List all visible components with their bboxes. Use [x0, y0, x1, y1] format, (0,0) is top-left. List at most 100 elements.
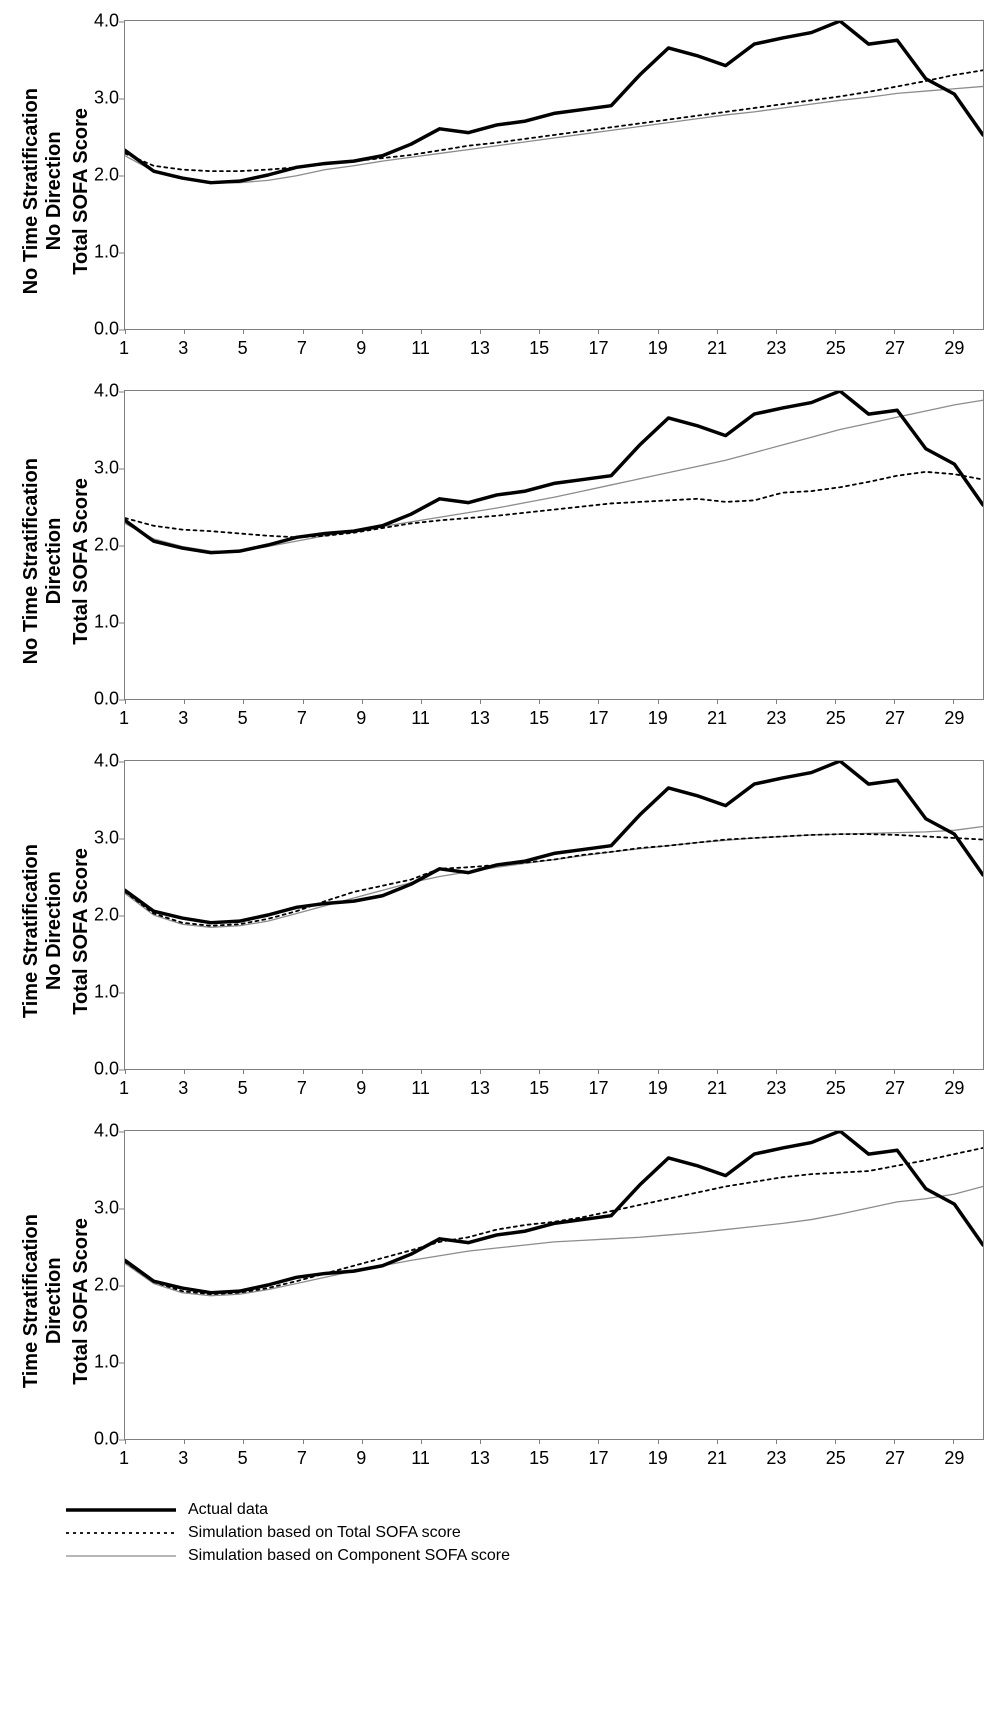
series-actual — [125, 761, 983, 923]
y-axis: 0.01.02.03.04.0 — [69, 391, 119, 699]
legend-swatch — [66, 1546, 176, 1566]
x-axis: 1357911131517192123252729 — [124, 700, 984, 732]
y-axis: 0.01.02.03.04.0 — [69, 21, 119, 329]
x-tick-label: 25 — [822, 708, 850, 729]
x-tick-label: 11 — [407, 1448, 435, 1469]
y-tick: 4.0 — [69, 751, 119, 772]
x-tick-label: 25 — [822, 1078, 850, 1099]
x-tick-label: 21 — [703, 1078, 731, 1099]
y-tick: 0.0 — [69, 319, 119, 340]
x-tick-label: 29 — [940, 708, 968, 729]
chart-area: 0.01.02.03.04.01357911131517192123252729 — [110, 390, 984, 732]
x-tick-label: 7 — [288, 1078, 316, 1099]
series-actual — [125, 391, 983, 553]
x-tick-label: 11 — [407, 338, 435, 359]
x-tick-label: 29 — [940, 338, 968, 359]
series-actual — [125, 21, 983, 183]
y-tick: 2.0 — [69, 905, 119, 926]
panel-condition-label: No Time StratificationNo Direction — [20, 88, 66, 294]
x-tick-label: 21 — [703, 708, 731, 729]
y-tick: 0.0 — [69, 689, 119, 710]
plot-region: 0.01.02.03.04.0 — [124, 1130, 984, 1440]
x-tick-label: 23 — [762, 1448, 790, 1469]
y-tick: 3.0 — [69, 1198, 119, 1219]
y-tick: 2.0 — [69, 535, 119, 556]
x-tick-label: 19 — [644, 708, 672, 729]
x-tick-label: 15 — [525, 1078, 553, 1099]
y-tick: 0.0 — [69, 1059, 119, 1080]
x-tick-label: 13 — [466, 1448, 494, 1469]
legend-swatch — [66, 1523, 176, 1543]
x-tick-label: 9 — [347, 1448, 375, 1469]
legend-label: Simulation based on Total SOFA score — [188, 1524, 461, 1542]
y-tick: 3.0 — [69, 88, 119, 109]
y-axis: 0.01.02.03.04.0 — [69, 761, 119, 1069]
x-tick-label: 15 — [525, 1448, 553, 1469]
y-tick: 2.0 — [69, 165, 119, 186]
x-axis: 1357911131517192123252729 — [124, 1070, 984, 1102]
x-tick-label: 13 — [466, 1078, 494, 1099]
plot-region: 0.01.02.03.04.0 — [124, 20, 984, 330]
y-tick: 1.0 — [69, 612, 119, 633]
chart-area: 0.01.02.03.04.01357911131517192123252729 — [110, 760, 984, 1102]
y-axis: 0.01.02.03.04.0 — [69, 1131, 119, 1439]
plot-region: 0.01.02.03.04.0 — [124, 760, 984, 1070]
series-component — [125, 1186, 983, 1295]
x-axis: 1357911131517192123252729 — [124, 330, 984, 362]
x-tick-label: 1 — [110, 708, 138, 729]
series-total — [125, 70, 983, 171]
series-svg — [125, 391, 983, 699]
x-tick-label: 17 — [584, 338, 612, 359]
x-tick-label: 19 — [644, 1078, 672, 1099]
y-tick: 3.0 — [69, 458, 119, 479]
y-tick: 0.0 — [69, 1429, 119, 1450]
x-tick-label: 13 — [466, 708, 494, 729]
x-tick-label: 27 — [881, 338, 909, 359]
series-svg — [125, 1131, 983, 1439]
x-tick-label: 5 — [229, 708, 257, 729]
legend: Actual data Simulation based on Total SOF… — [66, 1500, 984, 1566]
x-tick-label: 5 — [229, 1448, 257, 1469]
sofa-multipanel-figure: No Time StratificationNo DirectionTotal … — [20, 20, 984, 1566]
x-tick-label: 19 — [644, 1448, 672, 1469]
x-tick-label: 1 — [110, 338, 138, 359]
series-svg — [125, 21, 983, 329]
x-tick-label: 17 — [584, 1078, 612, 1099]
series-svg — [125, 761, 983, 1069]
x-tick-label: 23 — [762, 708, 790, 729]
series-component — [125, 400, 983, 551]
series-total — [125, 1148, 983, 1294]
x-tick-label: 5 — [229, 338, 257, 359]
x-tick-label: 17 — [584, 1448, 612, 1469]
x-tick-label: 13 — [466, 338, 494, 359]
chart-area: 0.01.02.03.04.01357911131517192123252729 — [110, 1130, 984, 1472]
chart-panel: Time StratificationDirectionTotal SOFA S… — [20, 1130, 984, 1472]
chart-area: 0.01.02.03.04.01357911131517192123252729 — [110, 20, 984, 362]
series-actual — [125, 1131, 983, 1293]
legend-label: Actual data — [188, 1501, 268, 1519]
x-tick-label: 27 — [881, 1078, 909, 1099]
x-tick-label: 21 — [703, 338, 731, 359]
x-tick-label: 15 — [525, 708, 553, 729]
series-component — [125, 826, 983, 927]
x-tick-label: 1 — [110, 1078, 138, 1099]
chart-panel: No Time StratificationDirectionTotal SOF… — [20, 390, 984, 732]
chart-panel: No Time StratificationNo DirectionTotal … — [20, 20, 984, 362]
x-tick-label: 1 — [110, 1448, 138, 1469]
x-tick-label: 11 — [407, 1078, 435, 1099]
legend-item: Actual data — [66, 1500, 984, 1520]
panel-condition-label: Time StratificationNo Direction — [20, 844, 66, 1018]
x-tick-label: 3 — [169, 1448, 197, 1469]
legend-item: Simulation based on Total SOFA score — [66, 1523, 984, 1543]
y-tick: 4.0 — [69, 381, 119, 402]
x-tick-label: 5 — [229, 1078, 257, 1099]
x-tick-label: 23 — [762, 1078, 790, 1099]
panel-condition-label: No Time StratificationDirection — [20, 458, 66, 664]
legend-swatch — [66, 1500, 176, 1520]
legend-label: Simulation based on Component SOFA score — [188, 1547, 510, 1565]
x-tick-label: 9 — [347, 338, 375, 359]
x-tick-label: 25 — [822, 338, 850, 359]
y-tick: 3.0 — [69, 828, 119, 849]
x-tick-label: 23 — [762, 338, 790, 359]
x-tick-label: 9 — [347, 708, 375, 729]
